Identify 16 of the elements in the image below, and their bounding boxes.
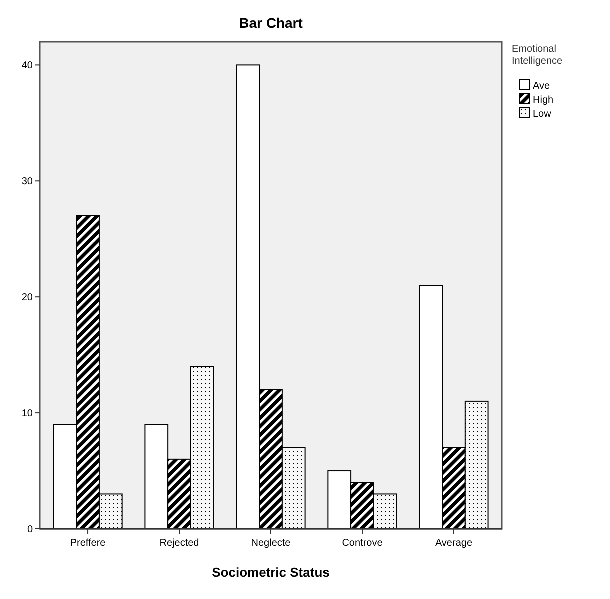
legend-label: High (533, 95, 554, 106)
legend-label: Ave (533, 81, 550, 92)
legend-label: Low (533, 109, 552, 120)
x-tick-label: Rejected (160, 538, 200, 549)
y-tick-label: 10 (22, 408, 34, 420)
y-tick-label: 30 (22, 176, 34, 188)
legend-title: Emotional Intelligence (512, 44, 564, 67)
x-tick-label: Average (435, 538, 473, 549)
x-tick-label: Preffere (70, 538, 106, 549)
y-tick-label: 40 (22, 60, 34, 72)
chart-title: Bar Chart (239, 15, 304, 31)
y-tick-label: 0 (27, 524, 34, 536)
x-axis-title: Sociometric Status (212, 565, 330, 580)
y-tick-label: 20 (22, 292, 34, 304)
x-tick-label: Neglecte (251, 538, 292, 549)
x-tick-label: Controve (342, 538, 384, 549)
